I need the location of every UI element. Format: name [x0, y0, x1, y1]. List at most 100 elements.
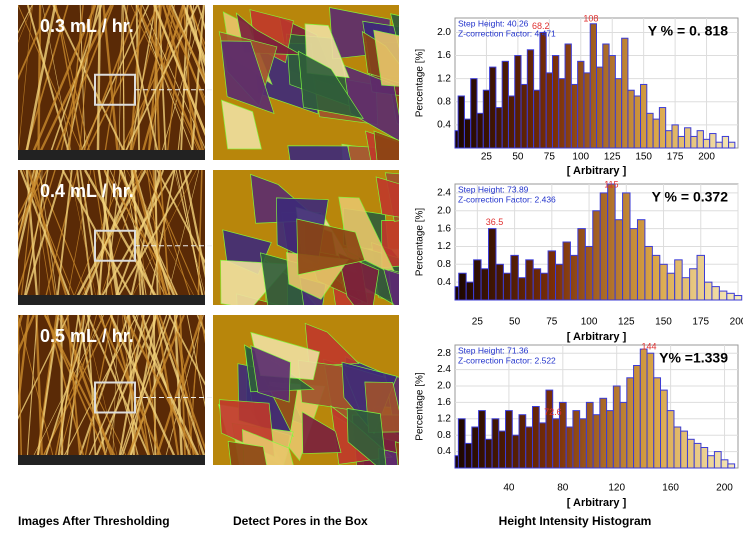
bar	[464, 442, 473, 469]
y-tick-label: 2.0	[437, 381, 451, 392]
bar	[545, 389, 554, 469]
bar	[671, 124, 679, 149]
bar	[602, 43, 610, 149]
bar	[614, 219, 624, 301]
bar	[579, 418, 587, 469]
y-tick-label: 1.6	[437, 50, 451, 61]
fiber	[189, 5, 205, 84]
y-tick-label: 2.4	[437, 364, 451, 375]
fiber	[80, 170, 138, 305]
fiber	[97, 170, 109, 305]
bar	[709, 133, 717, 149]
bar	[718, 290, 728, 301]
bar	[565, 426, 574, 469]
x-axis-label: [ Arbitrary ]	[567, 497, 627, 509]
fiber	[98, 315, 166, 465]
rate-label: 0.3 mL / hr.	[40, 16, 134, 36]
bar	[599, 192, 609, 301]
fiber	[61, 170, 138, 305]
fiber	[167, 5, 205, 82]
bar	[646, 352, 655, 469]
bar	[733, 295, 743, 301]
x-tick-label: 200	[716, 483, 733, 494]
y-tick-label: 2.0	[437, 27, 451, 38]
bar	[531, 406, 540, 469]
bar	[502, 272, 512, 301]
bar	[702, 138, 711, 149]
bar	[540, 272, 549, 301]
y-tick-label: 0.4	[437, 120, 451, 131]
fiber	[189, 5, 205, 54]
x-tick-label: 160	[662, 483, 679, 494]
bar	[592, 414, 601, 469]
bar	[482, 89, 491, 149]
sem-image	[18, 315, 205, 465]
fiber	[123, 315, 185, 465]
z-factor: Z-correction Factor: 2.522	[458, 355, 556, 365]
bar	[562, 241, 571, 301]
bar	[572, 410, 581, 469]
bar	[653, 377, 662, 469]
x-tick-label: 125	[618, 317, 635, 328]
bar	[558, 78, 566, 149]
x-tick-label: 200	[698, 152, 715, 163]
fiber	[79, 5, 140, 160]
fiber	[122, 5, 125, 160]
z-factor: Z-correction Factor: 4.471	[458, 28, 556, 38]
bar	[538, 422, 547, 469]
fiber	[109, 315, 180, 465]
bar	[726, 292, 735, 301]
x-tick-label: 40	[503, 483, 515, 494]
bar	[525, 426, 533, 469]
bar	[651, 254, 661, 301]
fiber	[96, 5, 102, 160]
bar	[607, 183, 616, 301]
bar	[658, 107, 667, 149]
bar	[715, 141, 723, 149]
bar	[592, 210, 601, 301]
fiber	[135, 170, 147, 305]
pore	[298, 50, 364, 119]
fiber	[197, 170, 203, 305]
bar	[627, 89, 635, 149]
fiber	[42, 5, 73, 160]
pore	[296, 218, 366, 276]
pore	[346, 407, 387, 465]
fiber	[26, 5, 72, 160]
x-tick-label: 200	[730, 317, 743, 328]
bar	[612, 385, 621, 469]
x-tick-label: 175	[667, 152, 684, 163]
sem-footer	[18, 455, 205, 465]
fiber	[23, 5, 57, 160]
bar	[458, 272, 467, 301]
x-tick-label: 50	[509, 317, 521, 328]
fiber	[147, 170, 176, 305]
y-tick-label: 2.0	[437, 205, 451, 216]
fiber	[18, 315, 30, 417]
fiber	[22, 170, 65, 305]
fiber	[44, 315, 111, 465]
fiber	[127, 315, 179, 465]
x-tick-label: 100	[572, 152, 589, 163]
pore	[250, 345, 291, 403]
fiber	[190, 5, 205, 160]
x-tick-label: 75	[546, 317, 558, 328]
y-tick-label: 0.4	[437, 446, 451, 457]
fiber	[56, 315, 97, 465]
pore	[373, 130, 399, 160]
y-tick-label: 0.4	[437, 277, 451, 288]
bar	[495, 107, 503, 149]
bar	[684, 127, 692, 149]
bar	[636, 219, 646, 301]
bar	[639, 348, 648, 469]
fiber	[52, 5, 130, 160]
fiber	[119, 170, 180, 305]
x-axis-label: [ Arbitrary ]	[567, 331, 627, 343]
fiber	[18, 5, 34, 43]
bar	[577, 228, 586, 301]
bar	[533, 89, 541, 149]
bar	[633, 365, 641, 469]
bar	[514, 55, 522, 149]
bar	[721, 135, 730, 149]
bar	[465, 281, 475, 301]
